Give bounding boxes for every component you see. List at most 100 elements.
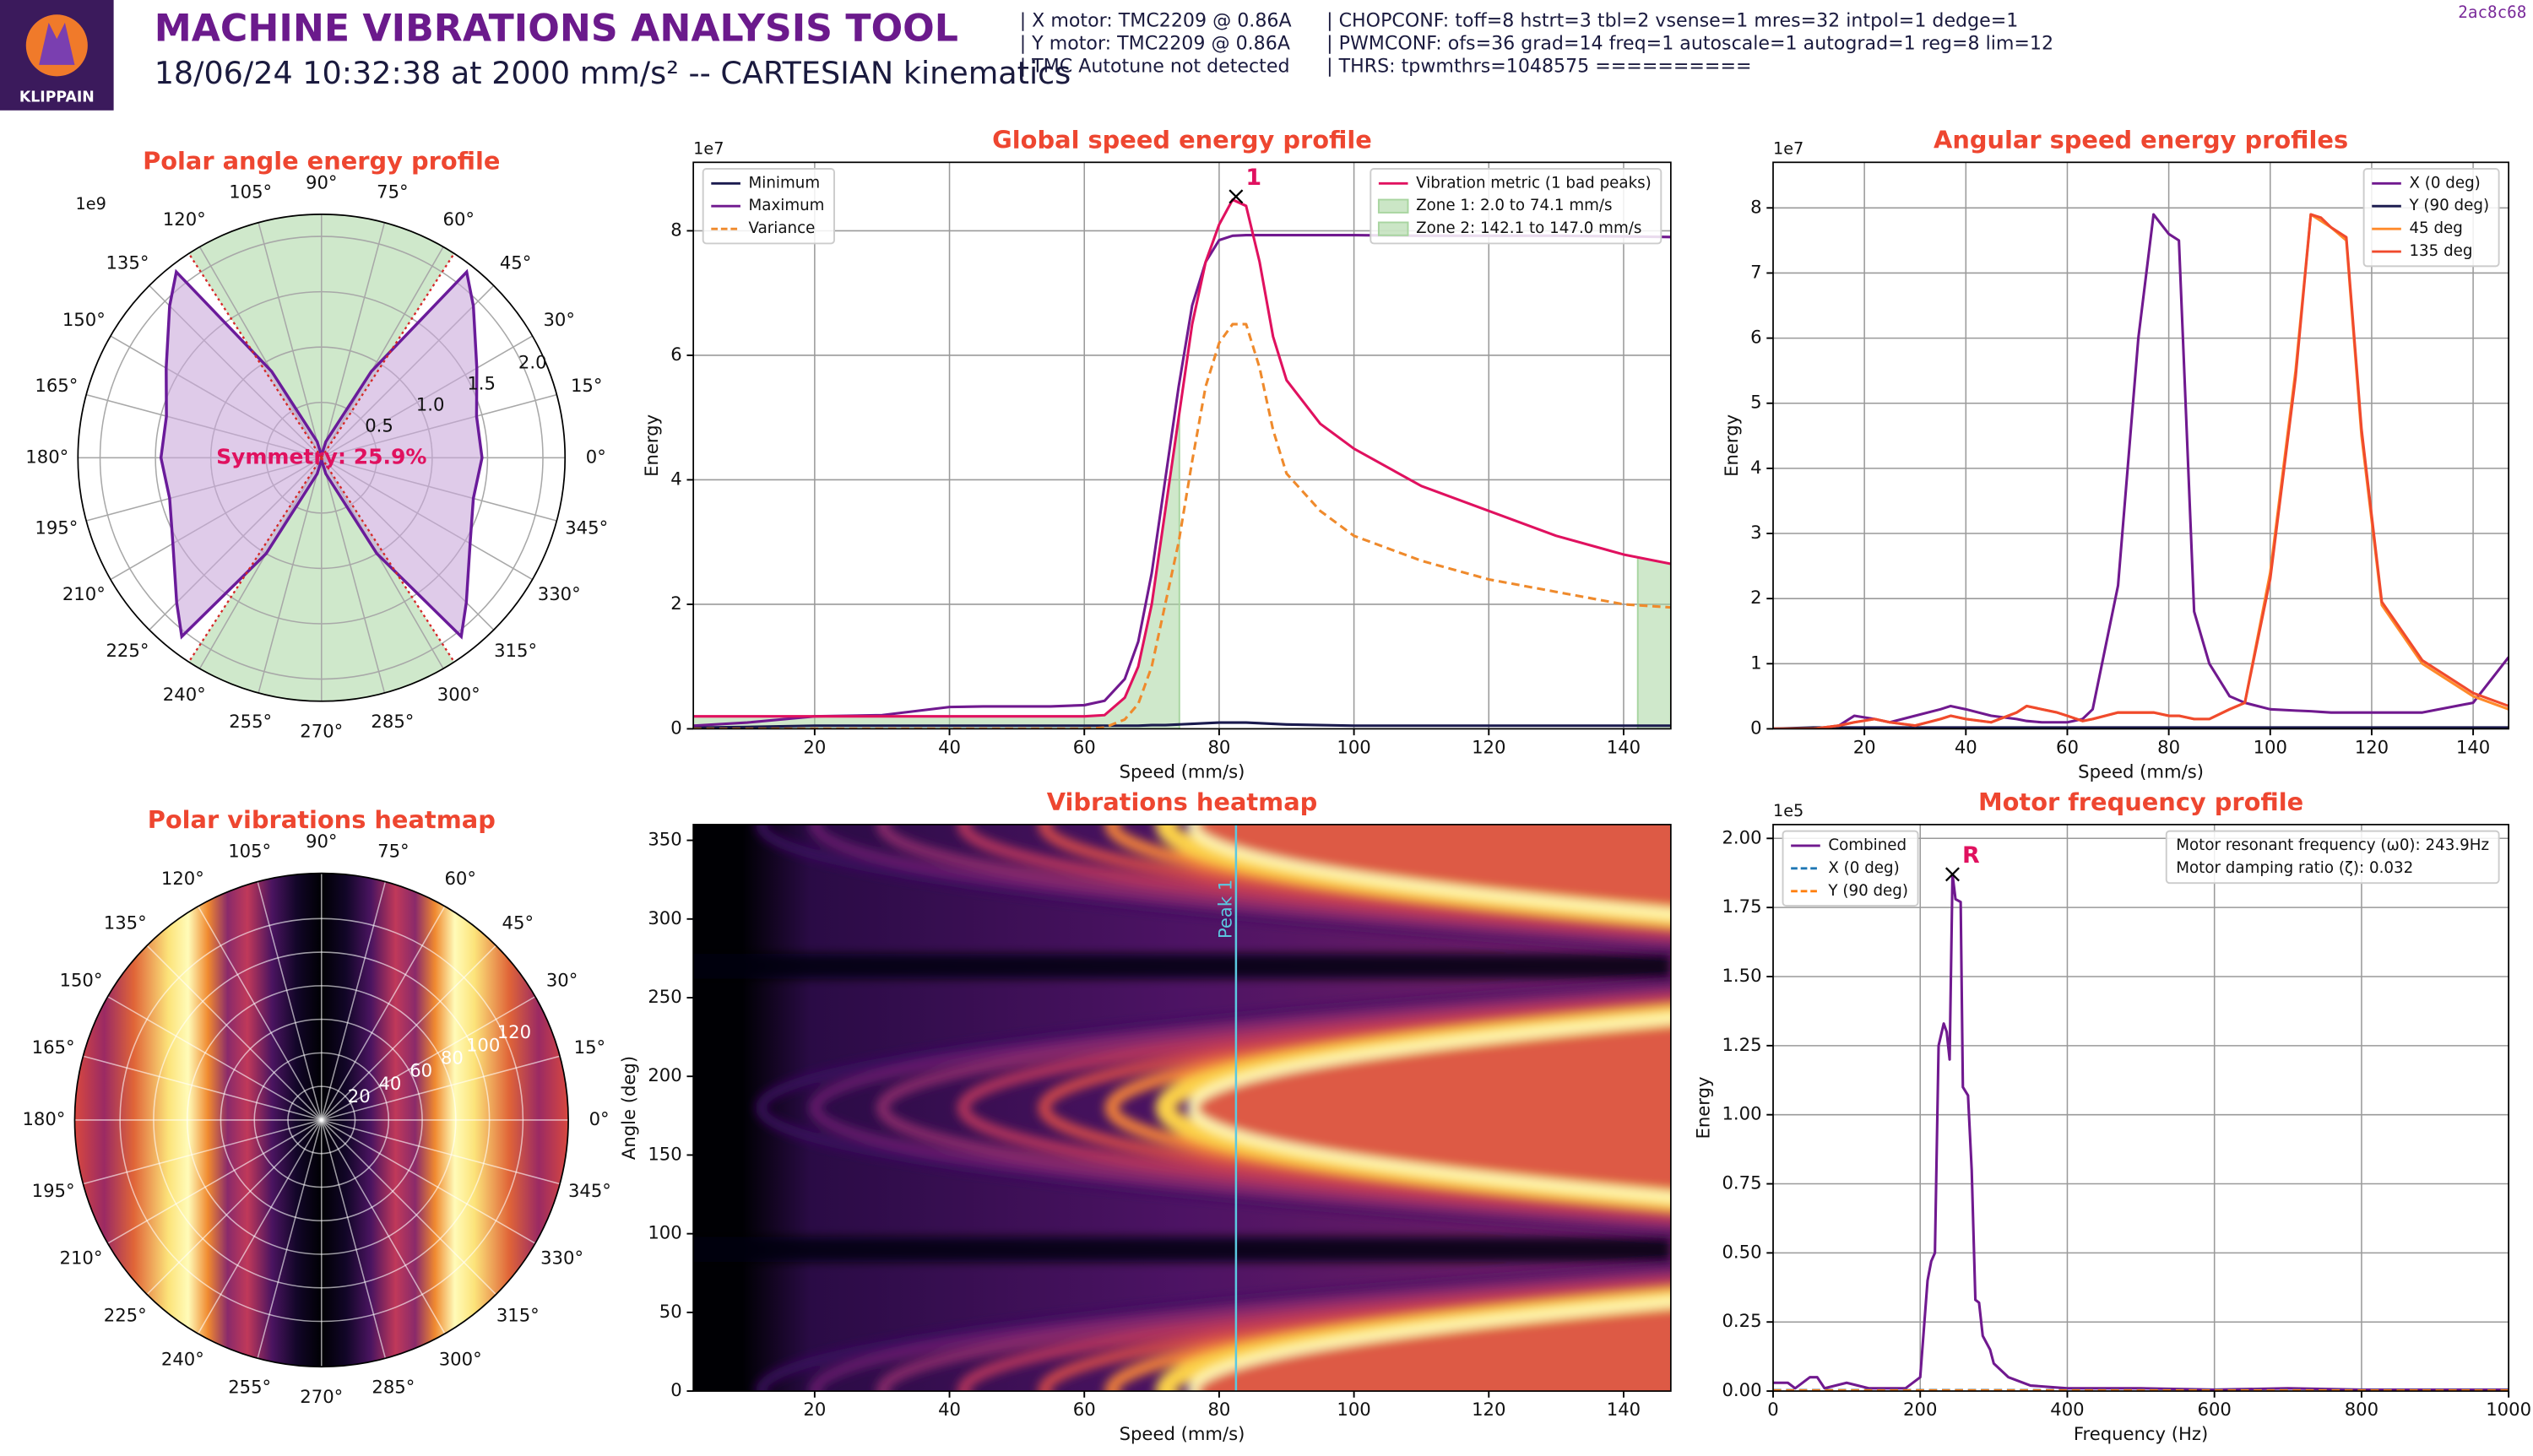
y-tick-label: 1.50	[1722, 965, 1761, 986]
heatmap-band	[957, 993, 1671, 1223]
heatmap-band	[1187, 1013, 1671, 1203]
grid-spoke	[321, 881, 387, 1121]
theta-tick-label: 90°	[306, 171, 337, 192]
x-tick-label: 100	[2254, 737, 2287, 758]
x-tick-label: 60	[2056, 737, 2079, 758]
theta-tick-label: 75°	[377, 840, 409, 861]
grid-spoke	[258, 222, 323, 458]
theta-tick-label: 270°	[300, 1386, 343, 1407]
heatmap-band	[1187, 824, 1671, 919]
legend-swatch	[1377, 221, 1409, 236]
theta-tick-label: 0°	[589, 1108, 610, 1129]
y-tick-label: 2	[670, 593, 681, 614]
x-tick-label: 40	[1955, 737, 1977, 758]
chart-title: Global speed energy profile	[992, 125, 1372, 154]
peak-marker	[1944, 867, 1960, 882]
legend-label: Vibration metric (1 bad peaks)	[1416, 174, 1652, 192]
y-tick-label: 300	[648, 907, 681, 928]
logo-figure	[39, 22, 75, 65]
r-tick-label: 0.5	[365, 415, 393, 436]
y-tick-label: 1.75	[1722, 896, 1761, 917]
theta-tick-label: 30°	[546, 970, 578, 991]
plot-area	[693, 824, 1671, 1392]
x-tick-label: 0	[1767, 1399, 1778, 1420]
legend: Combined X (0 deg) Y (90 deg)	[1782, 830, 1919, 907]
tmc-info: | PWMCONF: ofs=36 grad=14 freq=1 autosca…	[1326, 32, 2053, 54]
motor-info: | X motor: TMC2209 @ 0.86A	[1020, 10, 1292, 32]
y-tick-label: 150	[648, 1143, 681, 1164]
grid-spoke	[321, 457, 386, 694]
x-tick-label: 20	[1853, 737, 1876, 758]
heatmap-bands	[693, 824, 1671, 1392]
y-tick-label: 100	[648, 1222, 681, 1243]
x-tick-label: 100	[1337, 737, 1370, 758]
theta-tick-label: 345°	[568, 1180, 611, 1201]
theta-tick-label: 165°	[32, 1037, 75, 1058]
plot-area	[1773, 824, 2509, 1392]
y-tick-label: 6	[1750, 327, 1761, 348]
legend-swatch	[1377, 198, 1409, 214]
y-axis-label: Angle (deg)	[618, 1056, 639, 1160]
y-tick-label: 0	[670, 717, 681, 738]
series-line	[1773, 213, 2509, 729]
plot-frame	[692, 161, 1672, 730]
heatmap-band	[756, 824, 1671, 953]
r-tick-label: 40	[378, 1073, 401, 1094]
heatmap-band	[957, 1276, 1671, 1392]
y-tick-label: 8	[670, 219, 681, 240]
x-tick-label: 40	[938, 1399, 961, 1420]
grid-spoke	[321, 996, 536, 1121]
page-subtitle: 18/06/24 10:32:38 at 2000 mm/s² -- CARTE…	[155, 55, 1071, 91]
grid-spoke	[83, 1119, 322, 1185]
theta-tick-label: 60°	[444, 868, 475, 889]
legend-label: Combined	[1828, 836, 1907, 854]
legend-label: Y (90 deg)	[1827, 882, 1908, 900]
theta-tick-label: 270°	[300, 720, 343, 741]
x-tick-label: 80	[1207, 1399, 1230, 1420]
legend-label: Zone 1: 2.0 to 74.1 mm/s	[1416, 197, 1612, 214]
series-line	[693, 721, 1671, 729]
theta-tick-label: 0°	[586, 446, 606, 467]
y-tick-label: 250	[648, 986, 681, 1007]
theta-tick-label: 135°	[104, 912, 147, 933]
y-offset-label: 1e5	[1773, 801, 1803, 820]
legend-label: Zone 2: 142.1 to 147.0 mm/s	[1416, 219, 1641, 237]
y-tick-label: 0.50	[1722, 1241, 1761, 1262]
theta-tick-label: 330°	[540, 1247, 583, 1268]
grid-spoke	[83, 1055, 322, 1121]
legend-label: X (0 deg)	[1828, 859, 1899, 877]
theta-tick-label: 150°	[62, 309, 106, 330]
theta-tick-label: 240°	[161, 1349, 204, 1370]
heatmap-band	[957, 824, 1671, 939]
zone-fill	[1636, 556, 1671, 729]
chart-title: Polar vibrations heatmap	[148, 805, 496, 834]
logo: KLIPPAIN	[0, 0, 114, 111]
theta-tick-label: 345°	[565, 517, 608, 538]
grid-spoke	[197, 906, 323, 1121]
chart-title: Motor frequency profile	[1978, 788, 2303, 816]
heatmap-band	[1038, 1283, 1671, 1392]
y-tick-label: 5	[1750, 392, 1761, 413]
legend: Motor resonant frequency (ω0): 243.9Hz Mo…	[2165, 830, 2500, 885]
theta-tick-label: 255°	[228, 1377, 271, 1398]
y-axis-label: Energy	[1692, 1076, 1713, 1139]
grid-spoke	[321, 222, 386, 458]
theta-tick-label: 315°	[496, 1304, 540, 1325]
plot-area	[693, 162, 1671, 729]
grid-spoke	[321, 1119, 446, 1334]
r-tick-label: 60	[410, 1060, 432, 1081]
theta-tick-label: 165°	[35, 375, 78, 396]
chart-title: Polar angle energy profile	[143, 146, 500, 175]
y-offset-label: 1e7	[1773, 138, 1803, 158]
x-tick-label: 600	[2198, 1399, 2232, 1420]
legend-box	[702, 168, 835, 245]
theta-tick-label: 300°	[437, 684, 480, 705]
series-line	[1773, 213, 2509, 729]
y-tick-label: 6	[670, 344, 681, 365]
y-tick-label: 0.00	[1722, 1379, 1761, 1400]
y-tick-label: 350	[648, 829, 681, 850]
version: 2ac8c68	[2458, 3, 2526, 22]
y-tick-label: 0.25	[1722, 1310, 1761, 1331]
theta-tick-label: 105°	[228, 840, 271, 861]
